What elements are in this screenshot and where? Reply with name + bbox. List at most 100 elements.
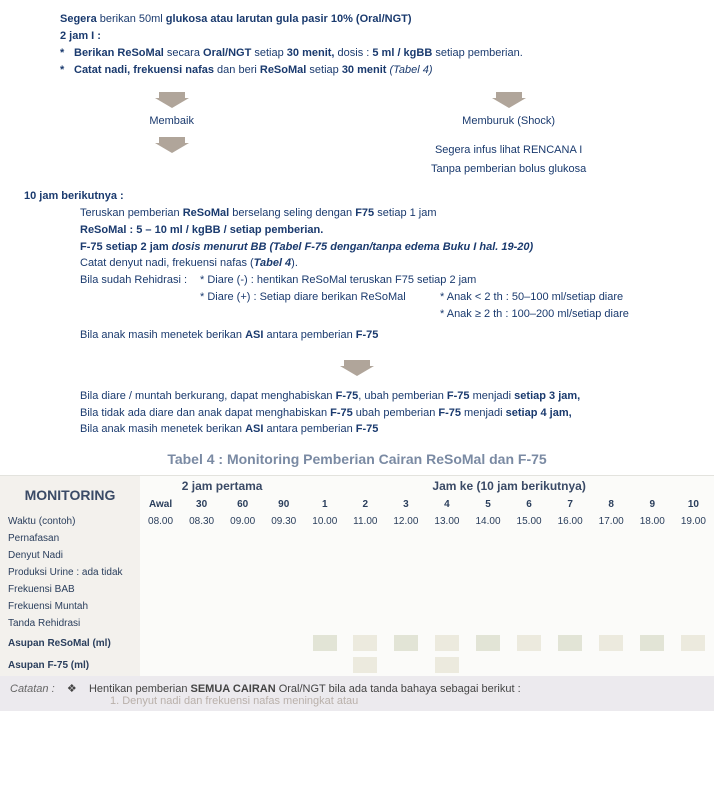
t: Teruskan pemberian [80, 207, 183, 219]
sub-head-cell: 6 [509, 496, 550, 513]
ten-l1: Teruskan pemberian ReSoMal berselang sel… [80, 206, 694, 221]
t: setiap 3 jam, [514, 390, 580, 402]
table-cell [591, 564, 632, 581]
t: berselang seling dengan [229, 207, 355, 219]
table-cell [550, 581, 591, 598]
table-cell [181, 632, 222, 654]
label-membaik: Membaik [149, 115, 194, 127]
t: Catat denyut nadi, frekuensi nafas ( [80, 257, 254, 269]
t: 30 menit, [287, 47, 335, 59]
t: F-75 setiap 2 jam [80, 241, 172, 253]
sub-head-cell: 2 [345, 496, 385, 513]
t: F-75 [438, 407, 461, 419]
table-cell [222, 564, 263, 581]
t: SEMUA CAIRAN [191, 683, 276, 695]
catatan-cutoff: 1. Denyut nadi dan frekuensi nafas menin… [110, 695, 704, 707]
arrow-down-icon [340, 360, 374, 376]
ten-l5: Bila sudah Rehidrasi : [80, 273, 200, 288]
group-head-2: Jam ke (10 jam berikutnya) [304, 476, 714, 496]
t: menjadi [461, 407, 506, 419]
table-cell: 09.00 [222, 513, 263, 530]
t: , ubah pemberian [358, 390, 447, 402]
shade-box [599, 635, 623, 651]
table-cell [385, 598, 426, 615]
table-cell [509, 598, 550, 615]
after-l1: Bila diare / muntah berkurang, dapat men… [80, 389, 694, 404]
sub-head-cell: 3 [385, 496, 426, 513]
table-cell [304, 547, 345, 564]
table-cell [385, 581, 426, 598]
intro-l1: Segera berikan 50ml glukosa atau larutan… [60, 12, 694, 27]
table-cell [673, 564, 714, 581]
table-cell [140, 632, 181, 654]
table-cell [345, 615, 385, 632]
table-cell [263, 581, 304, 598]
table-cell [426, 654, 467, 676]
row-label: Produksi Urine : ada tidak [0, 564, 140, 581]
table-cell [426, 598, 467, 615]
t: setiap [306, 64, 341, 76]
table-cell [222, 632, 263, 654]
table-cell [222, 598, 263, 615]
table-cell [467, 581, 508, 598]
row-label: Asupan F-75 (ml) [0, 654, 140, 676]
row-label: Pernafasan [0, 530, 140, 547]
table-cell [181, 581, 222, 598]
table-cell [591, 598, 632, 615]
bullet-text: Catat nadi, frekuensi nafas dan beri ReS… [74, 63, 433, 78]
t: Catat nadi, frekuensi nafas [74, 64, 214, 76]
table-cell [550, 598, 591, 615]
shade-box [435, 635, 459, 651]
table-cell: 13.00 [426, 513, 467, 530]
ten-l5-row: Bila sudah Rehidrasi : * Diare (-) : hen… [80, 273, 694, 288]
table-cell [632, 547, 673, 564]
center-arrow [0, 357, 714, 379]
table-cell: 15.00 [509, 513, 550, 530]
table-cell [385, 615, 426, 632]
table-cell [345, 581, 385, 598]
table-cell: 16.00 [550, 513, 591, 530]
table-cell [304, 632, 345, 654]
table-cell [385, 564, 426, 581]
table-cell [222, 615, 263, 632]
catatan-label: Catatan : [10, 683, 55, 695]
table-cell [385, 654, 426, 676]
table-cell [222, 530, 263, 547]
t: (Tabel 4) [390, 64, 433, 76]
t: setiap 4 jam, [506, 407, 572, 419]
table-cell [467, 654, 508, 676]
sub-head-cell: 30 [181, 496, 222, 513]
table-cell [426, 547, 467, 564]
table-cell [426, 581, 467, 598]
table-cell [140, 654, 181, 676]
arrow-down-icon [492, 92, 526, 108]
table-cell [140, 530, 181, 547]
table-cell [140, 581, 181, 598]
table-cell [467, 632, 508, 654]
table-cell [632, 564, 673, 581]
table-cell [345, 530, 385, 547]
shade-box [394, 635, 418, 651]
table-cell [140, 564, 181, 581]
table-cell [263, 654, 304, 676]
table-cell: 19.00 [673, 513, 714, 530]
t: ReSoMal [183, 207, 229, 219]
table-cell [550, 547, 591, 564]
monitoring-table-wrap: MONITORING 2 jam pertama Jam ke (10 jam … [0, 475, 714, 676]
table-cell [426, 615, 467, 632]
table-cell [385, 632, 426, 654]
table-row: Frekuensi BAB [0, 581, 714, 598]
row-label: Tanda Rehidrasi [0, 615, 140, 632]
sub-head-cell: 5 [467, 496, 508, 513]
table-cell [591, 547, 632, 564]
table-cell [345, 547, 385, 564]
ten-hour-block: 10 jam berikutnya : Teruskan pemberian R… [0, 189, 714, 343]
table-cell [632, 654, 673, 676]
row-label: Asupan ReSoMal (ml) [0, 632, 140, 654]
arrow-row-1: Membaik Memburuk (Shock) Segera infus li… [0, 89, 714, 179]
table-title: Tabel 4 : Monitoring Pemberian Cairan Re… [0, 451, 714, 467]
table-row: Tanda Rehidrasi [0, 615, 714, 632]
table-row: Asupan F-75 (ml) [0, 654, 714, 676]
table-cell [509, 654, 550, 676]
table-cell: 17.00 [591, 513, 632, 530]
